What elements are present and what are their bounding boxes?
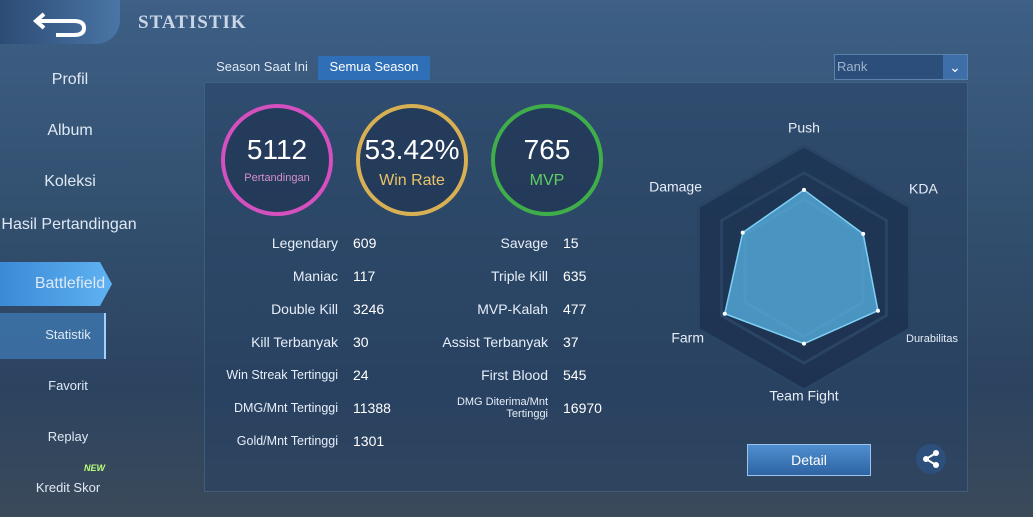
summary-value: 53.42%	[364, 134, 460, 165]
stat-value: 609	[353, 235, 377, 251]
stat-label: Kill Terbanyak	[251, 334, 338, 350]
stat-label: Triple Kill	[490, 268, 548, 284]
battlefield-highlight	[0, 262, 112, 306]
stat-value: 11388	[353, 400, 391, 416]
stat-value: 545	[563, 367, 587, 383]
submenu-item[interactable]: Kredit Skor	[35, 480, 101, 495]
stat-label: DMG/Mnt Tertinggi	[234, 401, 338, 415]
stat-label: Double Kill	[271, 301, 338, 317]
submenu-item[interactable]: Statistik	[45, 327, 91, 342]
menu-item[interactable]: Profil	[51, 71, 89, 88]
stat-value: 635	[563, 268, 587, 284]
stat-value: 16970	[563, 400, 602, 416]
share-button[interactable]	[916, 444, 946, 474]
stat-label: Savage	[500, 235, 548, 251]
summary-value: 765	[523, 134, 571, 165]
stat-value: 3246	[353, 301, 385, 317]
summary-circle: 765 MVP	[491, 104, 603, 216]
tab-active[interactable]: Semua Season	[318, 56, 430, 80]
menu-item[interactable]: Album	[47, 122, 93, 139]
rank-dropdown[interactable]: Rank ⌄	[834, 54, 968, 80]
share-icon	[923, 450, 939, 468]
menu-item[interactable]: Battlefield	[34, 275, 106, 292]
stat-value: 37	[563, 334, 579, 350]
stat-value: 117	[353, 268, 376, 284]
submenu-item[interactable]: Replay	[47, 429, 89, 444]
detail-button[interactable]: Detail	[747, 444, 871, 476]
summary-circle: 5112 Pertandingan	[221, 104, 333, 216]
stat-label: MVP-Kalah	[477, 301, 548, 317]
submenu-item[interactable]: Favorit	[48, 378, 88, 393]
radar-label: Team Fight	[769, 388, 838, 404]
tab[interactable]: Season Saat Ini	[216, 59, 308, 74]
menu-item[interactable]: Hasil Pertandingan	[1, 216, 137, 233]
stat-value: 1301	[353, 433, 385, 449]
stat-value: 30	[353, 334, 369, 350]
radar-label: Damage	[649, 179, 702, 195]
stat-label: Maniac	[292, 268, 338, 284]
summary-value: 5112	[246, 134, 308, 165]
menu-item[interactable]: Koleksi	[44, 173, 96, 190]
radar-point	[722, 311, 727, 316]
radar-label: Push	[788, 120, 820, 136]
stat-label: Gold/Mnt Tertinggi	[236, 434, 338, 448]
radar-label: Farm	[671, 330, 704, 346]
back-icon	[32, 12, 87, 37]
radar-point	[802, 341, 806, 346]
dropdown-label: Rank	[837, 59, 868, 74]
summary-label: Win Rate	[379, 172, 445, 189]
radar-point	[861, 231, 866, 236]
radar-point	[740, 230, 745, 235]
stat-value: 24	[353, 367, 369, 383]
stat-value: 15	[563, 235, 579, 251]
radar-point	[802, 187, 806, 192]
statistik-highlight	[0, 313, 106, 359]
stat-label: Win Streak Tertinggi	[226, 368, 338, 382]
radar-label: KDA	[909, 181, 938, 197]
radar-label: Durabilitas	[906, 333, 958, 345]
new-badge: NEW	[84, 463, 105, 473]
stat-label: First Blood	[481, 367, 548, 383]
radar-ring	[720, 171, 888, 365]
title: STATISTIK	[138, 12, 247, 33]
radar-point	[875, 308, 880, 313]
dropdown-arrow: ⌄	[943, 55, 967, 79]
summary-label: MVP	[529, 172, 565, 189]
stat-label: Assist Terbanyak	[442, 334, 548, 350]
summary-label: Pertandingan	[244, 172, 310, 184]
stat-value: 477	[563, 301, 587, 317]
summary-circle: 53.42% Win Rate	[356, 104, 468, 216]
stat-label: Legendary	[271, 235, 338, 251]
back-button[interactable]	[0, 0, 120, 44]
stat-label: DMG Diterima/Mnt Tertinggi	[456, 396, 548, 420]
